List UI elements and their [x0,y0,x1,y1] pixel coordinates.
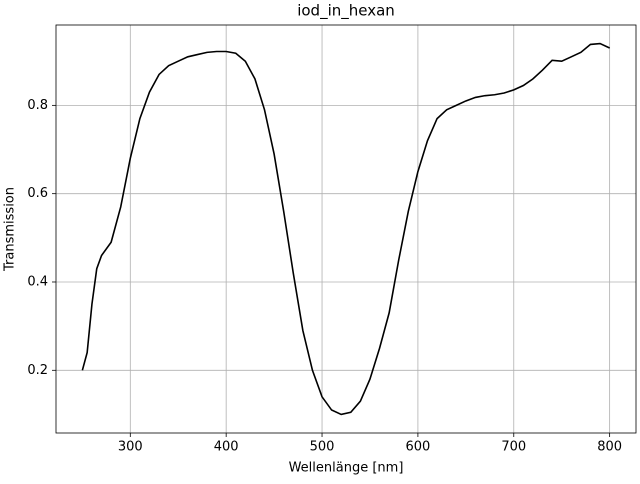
x-tick-label: 300 [118,440,143,455]
x-tick-label: 500 [310,440,335,455]
x-tick-label: 800 [597,440,622,455]
x-axis-label: Wellenlänge [nm] [289,461,404,476]
y-tick-label: 0.4 [27,274,48,289]
y-tick-label: 0.8 [27,98,48,113]
data-line [81,42,610,416]
x-tick-label: 700 [501,440,526,455]
y-axis-label: Transmission [3,187,18,272]
plot-frame [55,24,637,434]
y-tick-label: 0.6 [27,186,48,201]
y-tick-label: 0.2 [27,363,48,378]
chart-title: iod_in_hexan [297,2,395,21]
x-tick-label: 400 [214,440,239,455]
x-tick-label: 600 [405,440,430,455]
